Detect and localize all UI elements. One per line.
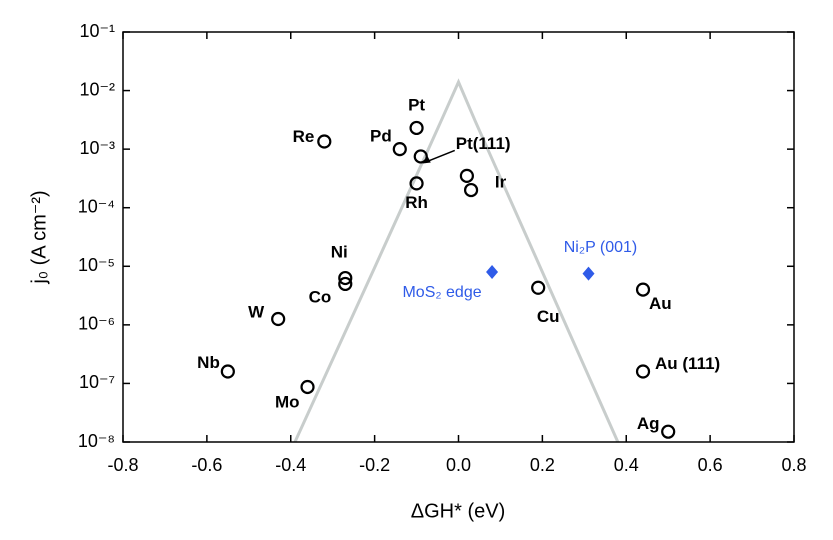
- plot-frame: [122, 31, 795, 443]
- data-point: [486, 264, 499, 279]
- point-label: Cu: [537, 307, 560, 326]
- point-label: Pd: [370, 127, 392, 146]
- point-label: Co: [309, 287, 332, 306]
- point-label: Pt(111): [456, 134, 511, 153]
- y-tick-label: 10⁻⁷: [79, 372, 115, 392]
- data-point: [463, 182, 479, 198]
- point-label: MoS₂ edge: [402, 284, 481, 301]
- data-point: [317, 134, 332, 149]
- data-point: [409, 176, 424, 191]
- y-axis-label: j₀ (A cm⁻²): [28, 190, 50, 284]
- data-point: [582, 266, 595, 281]
- y-tick-label: 10⁻⁵: [78, 255, 115, 275]
- x-tick-label: 0.0: [446, 455, 471, 475]
- point-label: Pt: [408, 95, 425, 114]
- point-label: Nb: [197, 353, 220, 372]
- data-point: [413, 149, 428, 164]
- x-tick-label: 0.4: [614, 455, 639, 475]
- data-point: [338, 276, 353, 292]
- data-point: [300, 379, 315, 395]
- y-tick-label: 10⁻⁶: [78, 314, 115, 334]
- point-label: Au: [649, 294, 672, 313]
- point-label: Re: [293, 127, 315, 146]
- point-label: Ir: [495, 172, 507, 191]
- point-label: Mo: [275, 392, 300, 411]
- data-point: [635, 364, 651, 379]
- data-point: [635, 282, 651, 297]
- y-tick-label: 10⁻¹: [79, 21, 115, 41]
- point-label: W: [248, 302, 265, 321]
- x-tick-label: 0.6: [698, 455, 723, 475]
- point-label: Ni: [331, 243, 348, 262]
- point-label: Rh: [405, 193, 428, 212]
- x-tick-label: -0.4: [275, 455, 306, 475]
- x-tick-label: -0.6: [191, 455, 222, 475]
- data-point: [459, 168, 474, 183]
- x-tick-label: 0.8: [781, 455, 806, 475]
- data-point: [338, 270, 353, 286]
- volcano-curve: [293, 78, 620, 443]
- point-label: Au (111): [655, 354, 720, 373]
- y-tick-label: 10⁻⁴: [78, 196, 115, 216]
- x-tick-label: 0.2: [530, 455, 555, 475]
- y-tick-label: 10⁻²: [79, 79, 115, 99]
- y-tick-label: 10⁻⁸: [78, 431, 115, 451]
- data-point: [409, 120, 424, 136]
- point-label: Ni₂P (001): [564, 239, 638, 256]
- data-point: [220, 364, 235, 379]
- x-axis-label: ΔGH* (eV): [411, 500, 505, 522]
- data-point: [392, 142, 407, 157]
- data-point: [661, 424, 676, 439]
- data-point: [531, 280, 546, 295]
- x-tick-label: -0.2: [359, 455, 390, 475]
- point-label: Ag: [637, 414, 660, 433]
- data-point: [271, 311, 286, 327]
- arrow-head: [422, 156, 431, 164]
- x-tick-label: -0.8: [107, 455, 138, 475]
- y-tick-label: 10⁻³: [79, 138, 115, 158]
